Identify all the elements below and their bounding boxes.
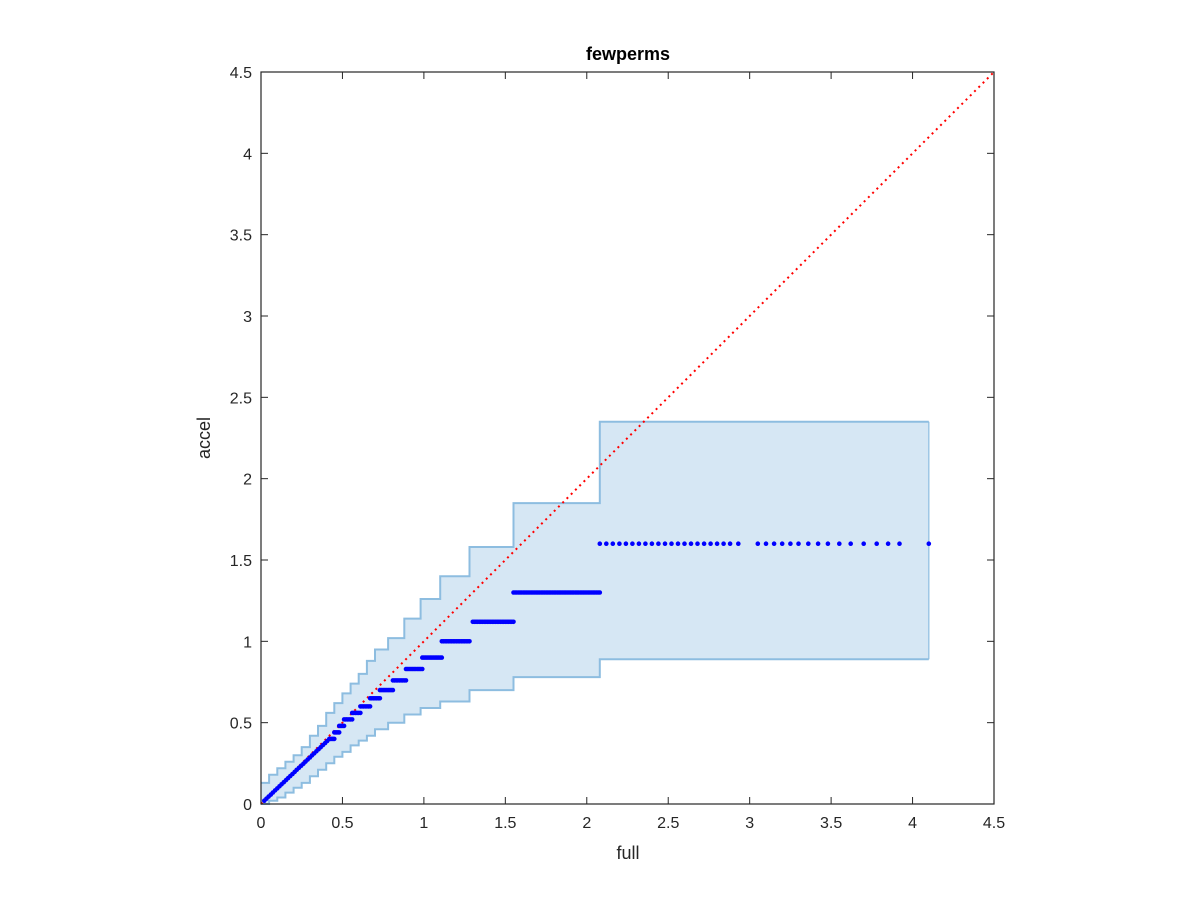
data-point bbox=[604, 541, 609, 546]
data-point bbox=[623, 541, 629, 546]
data-point bbox=[755, 541, 761, 546]
x-tick-label: 3 bbox=[745, 815, 754, 832]
x-axis-label: full bbox=[616, 843, 639, 863]
x-tick-label: 0 bbox=[257, 815, 266, 832]
data-point bbox=[682, 541, 687, 546]
data-point bbox=[806, 541, 811, 546]
axes-box bbox=[260, 71, 995, 805]
y-tick-label: 2 bbox=[243, 472, 252, 489]
data-point bbox=[815, 541, 821, 546]
data-point bbox=[788, 541, 793, 546]
data-point bbox=[377, 696, 383, 701]
x-tick-label: 4 bbox=[908, 815, 917, 832]
y-tick-label: 1 bbox=[243, 634, 252, 651]
data-point bbox=[617, 541, 622, 546]
data-point bbox=[439, 655, 445, 660]
data-point bbox=[336, 730, 342, 735]
y-tick-label: 3.5 bbox=[230, 228, 252, 245]
x-tick-label: 4.5 bbox=[983, 815, 1005, 832]
reference-diagonal bbox=[260, 71, 995, 805]
data-point bbox=[349, 717, 355, 722]
data-point bbox=[897, 541, 902, 546]
data-point bbox=[721, 541, 726, 546]
x-tick-label: 1 bbox=[419, 815, 428, 832]
y-tick-label: 1.5 bbox=[230, 553, 252, 570]
data-point bbox=[597, 541, 603, 546]
data-point bbox=[669, 541, 674, 546]
data-point bbox=[874, 541, 879, 546]
data-point bbox=[825, 541, 831, 546]
x-tick-label: 2 bbox=[582, 815, 591, 832]
x-tick-label: 0.5 bbox=[331, 815, 353, 832]
data-point bbox=[390, 687, 396, 693]
x-tick-label: 1.5 bbox=[494, 815, 516, 832]
data-point bbox=[636, 541, 642, 546]
data-point bbox=[610, 541, 616, 546]
data-point bbox=[341, 723, 347, 729]
y-axis-label: accel bbox=[194, 417, 214, 459]
data-point bbox=[662, 541, 668, 546]
data-point bbox=[332, 736, 337, 742]
chart-title: fewperms bbox=[586, 44, 670, 64]
data-point bbox=[771, 541, 777, 546]
y-tick-label: 3 bbox=[243, 309, 252, 326]
data-point bbox=[688, 541, 694, 546]
data-point bbox=[727, 541, 733, 546]
data-point bbox=[643, 541, 648, 546]
data-point bbox=[714, 541, 720, 546]
confidence-band bbox=[261, 421, 929, 804]
data-point bbox=[467, 639, 472, 644]
plot-area bbox=[260, 71, 995, 805]
data-point bbox=[675, 541, 681, 546]
data-point bbox=[358, 710, 363, 716]
data-point bbox=[701, 541, 707, 546]
y-tick-label: 2.5 bbox=[230, 390, 252, 407]
x-tick-label: 3.5 bbox=[820, 815, 842, 832]
data-point bbox=[367, 704, 373, 709]
data-point bbox=[796, 541, 801, 546]
y-tick-label: 0 bbox=[243, 797, 252, 814]
data-point bbox=[736, 541, 741, 546]
data-point bbox=[403, 678, 409, 683]
data-point bbox=[861, 541, 866, 546]
y-tick-label: 4.5 bbox=[230, 65, 252, 82]
data-point bbox=[695, 541, 700, 546]
data-point bbox=[885, 541, 891, 546]
data-point bbox=[511, 619, 516, 625]
data-point bbox=[649, 541, 655, 546]
y-tick-label: 0.5 bbox=[230, 716, 252, 733]
data-point bbox=[763, 541, 769, 546]
data-point bbox=[597, 590, 603, 595]
data-point bbox=[848, 541, 853, 546]
data-point bbox=[656, 541, 661, 546]
data-point bbox=[926, 541, 932, 546]
data-point bbox=[779, 541, 785, 546]
band-lower-edge bbox=[261, 658, 929, 805]
data-point bbox=[708, 541, 713, 546]
band-upper-edge bbox=[261, 420, 929, 784]
y-tick-label: 4 bbox=[243, 146, 252, 163]
data-point bbox=[837, 541, 842, 546]
x-tick-label: 2.5 bbox=[657, 815, 679, 832]
tick-labels: 0 0.5 1 1.5 2 2.5 3 3.5 4 4.5 0 0.5 1 1.5 2 2.5 3 3.5 4 4.5 bbox=[230, 65, 1005, 832]
data-point bbox=[420, 666, 425, 672]
data-point bbox=[630, 541, 635, 546]
